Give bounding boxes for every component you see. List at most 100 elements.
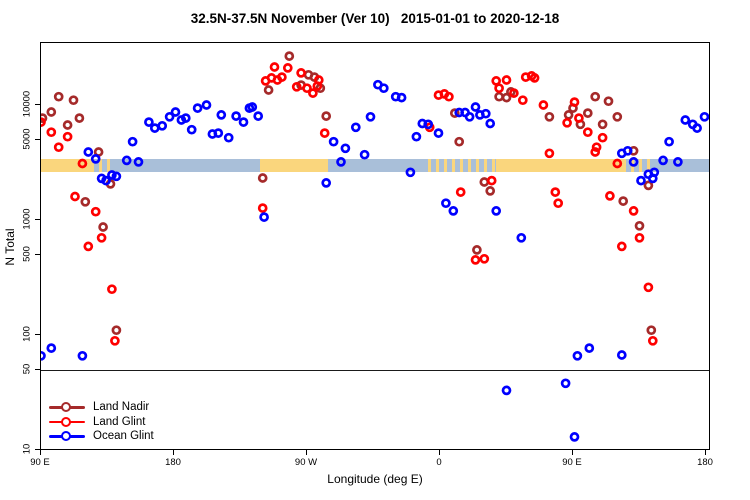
data-point-land_nadir — [634, 220, 645, 231]
x-tick-mark — [705, 450, 706, 455]
data-point-ocean_glint — [664, 136, 674, 147]
data-point-ocean_glint — [501, 385, 512, 396]
data-point-land_glint — [529, 73, 540, 83]
data-point-ocean_glint — [238, 117, 249, 127]
data-point-ocean_glint — [441, 198, 451, 209]
data-point-ocean_glint — [405, 167, 416, 178]
data-point-land_glint — [257, 203, 268, 213]
data-point-land_glint — [470, 255, 481, 265]
data-point-land_glint — [544, 148, 555, 159]
y-tick-label: 100 — [21, 326, 33, 342]
data-point-ocean_glint — [692, 123, 702, 133]
data-point-ocean_glint — [259, 212, 269, 222]
y-tick-label: 1000 — [21, 208, 33, 230]
data-point-ocean_glint — [378, 83, 389, 94]
data-point-ocean_glint — [350, 122, 361, 133]
data-point-ocean_glint — [41, 350, 46, 361]
data-point-land_glint — [53, 142, 64, 153]
data-point-land_glint — [550, 187, 561, 197]
data-point-land_glint — [282, 63, 293, 73]
data-point-land_glint — [628, 206, 639, 216]
data-point-land_glint — [591, 142, 602, 153]
data-point-ocean_glint — [164, 111, 175, 122]
data-point-land_glint — [319, 128, 330, 138]
data-point-ocean_glint — [111, 171, 122, 182]
data-point-ocean_glint — [636, 175, 646, 186]
legend-item-land-glint: Land Glint — [49, 415, 154, 430]
data-point-ocean_glint — [628, 157, 639, 167]
data-point-land_nadir — [501, 92, 512, 103]
x-tick-mark — [439, 450, 440, 455]
data-point-land_glint — [538, 100, 549, 110]
y-tick-mark — [35, 104, 40, 105]
legend-label: Land Nadir — [93, 401, 150, 413]
data-point-land_glint — [494, 83, 504, 94]
data-point-ocean_glint — [423, 119, 434, 130]
y-tick-mark — [35, 334, 40, 335]
data-point-ocean_glint — [673, 157, 683, 167]
data-point-land_nadir — [53, 91, 64, 102]
data-point-ocean_glint — [584, 343, 595, 353]
y-tick-label: 50 — [21, 363, 33, 374]
chart-title: 32.5N-37.5N November (Ver 10) 2015-01-01… — [190, 11, 560, 26]
data-point-land_glint — [569, 97, 580, 107]
data-point-ocean_glint — [83, 147, 94, 157]
y-tick-mark — [35, 138, 40, 140]
x-tick-mark — [40, 450, 41, 455]
data-point-ocean_glint — [340, 143, 351, 154]
data-point-ocean_glint — [448, 206, 459, 216]
data-point-land_glint — [296, 68, 306, 78]
data-point-ocean_glint — [133, 157, 144, 167]
data-point-land_glint — [83, 241, 94, 252]
data-point-ocean_glint — [572, 350, 583, 361]
data-point-land_nadir — [321, 111, 332, 121]
legend: Land Nadir Land Glint Ocean Glint — [49, 400, 154, 444]
data-point-ocean_glint — [560, 378, 571, 389]
data-point-ocean_glint — [328, 136, 339, 147]
y-axis-label: N Total — [3, 228, 17, 266]
data-point-ocean_glint — [680, 115, 691, 125]
y-tick-label: 10000 — [21, 90, 33, 118]
data-point-land_glint — [486, 175, 497, 186]
data-point-ocean_glint — [396, 92, 407, 103]
data-point-land_nadir — [612, 111, 623, 122]
x-tick-mark — [306, 450, 307, 455]
data-point-land_nadir — [485, 186, 496, 196]
x-tick-label: 90 E — [30, 457, 50, 468]
data-point-ocean_glint — [485, 118, 496, 129]
data-point-ocean_glint — [201, 100, 212, 110]
data-point-land_nadir — [643, 180, 654, 191]
data-point-ocean_glint — [90, 154, 101, 164]
data-point-ocean_glint — [359, 149, 370, 160]
data-point-land_glint — [647, 335, 658, 346]
data-point-ocean_glint — [480, 108, 491, 119]
data-point-ocean_glint — [216, 110, 227, 120]
data-point-land_nadir — [646, 325, 657, 336]
data-point-land_nadir — [111, 325, 122, 336]
data-point-land_glint — [501, 75, 512, 85]
data-point-land_glint — [110, 335, 120, 346]
data-point-ocean_glint — [223, 132, 234, 143]
data-point-land_nadir — [590, 91, 601, 102]
data-point-ocean_glint — [658, 155, 668, 166]
data-point-land_nadir — [46, 107, 57, 117]
data-point-ocean_glint — [433, 128, 444, 138]
y-tick-mark — [35, 253, 40, 255]
data-point-ocean_glint — [699, 111, 709, 122]
data-point-ocean_glint — [569, 432, 580, 442]
data-point-ocean_glint — [77, 350, 88, 361]
legend-item-ocean-glint: Ocean Glint — [49, 429, 154, 444]
y-tick-mark — [35, 449, 40, 450]
x-tick-mark — [572, 450, 573, 455]
data-point-land_nadir — [472, 245, 482, 255]
ocean-glint-marker-icon — [49, 431, 85, 442]
x-axis-label: Longitude (deg E) — [327, 472, 423, 486]
data-point-land_nadir — [263, 85, 274, 95]
data-point-land_glint — [291, 81, 302, 92]
data-point-land_glint — [582, 127, 593, 138]
legend-label: Land Glint — [93, 415, 146, 428]
data-point-land_nadir — [544, 111, 555, 122]
data-point-land_nadir — [479, 177, 490, 187]
data-point-land_glint — [77, 158, 88, 169]
